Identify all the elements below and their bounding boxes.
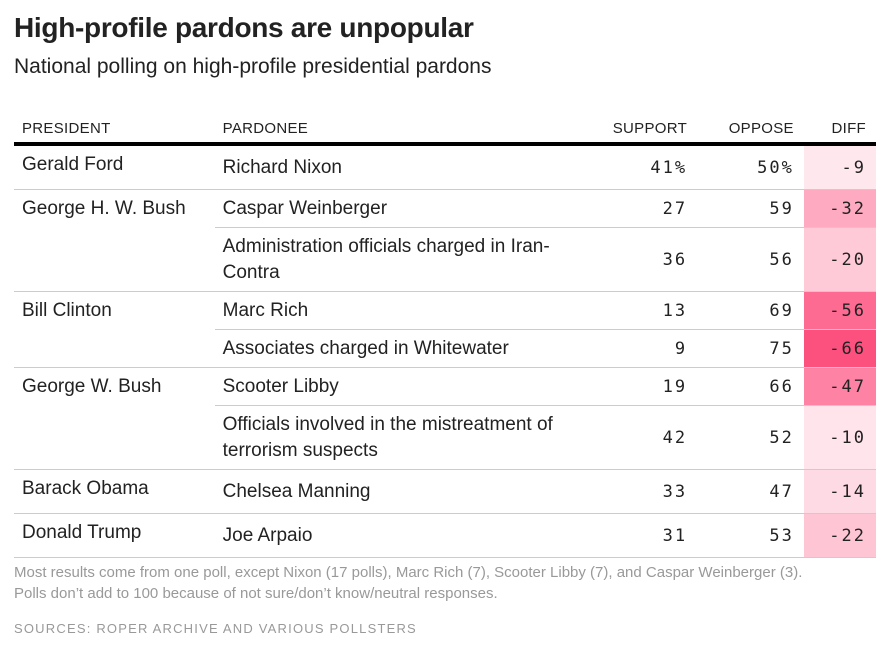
pardonee-cell: Officials involved in the mistreatment o… xyxy=(214,405,590,470)
pardonee-cell: Scooter Libby xyxy=(214,367,590,406)
pardonee-cell: Caspar Weinberger xyxy=(214,189,590,228)
oppose-cell: 59 xyxy=(697,189,804,228)
oppose-cell: 50% xyxy=(697,144,804,190)
support-cell: 31 xyxy=(589,513,698,558)
president-cell: Gerald Ford xyxy=(14,144,215,190)
table-row: Barack Obama Chelsea Manning 33 47 -14 xyxy=(14,469,876,514)
diff-cell: -20 xyxy=(803,227,876,292)
pardonee-cell: Administration officials charged in Iran… xyxy=(214,227,590,292)
col-diff: DIFF xyxy=(803,116,876,146)
support-cell: 36 xyxy=(589,227,698,292)
support-cell: 41% xyxy=(589,144,698,190)
pardonee-cell: Chelsea Manning xyxy=(214,469,590,514)
col-pardonee: PARDONEE xyxy=(214,116,590,146)
diff-cell: -10 xyxy=(803,405,876,470)
support-cell: 13 xyxy=(589,291,698,330)
pardonee-cell: Joe Arpaio xyxy=(214,513,590,558)
diff-cell: -22 xyxy=(803,513,876,558)
pardonee-cell: Associates charged in Whitewater xyxy=(214,329,590,368)
diff-cell: -56 xyxy=(803,291,876,330)
president-cell: Barack Obama xyxy=(14,469,215,514)
table-row: George H. W. Bush Caspar Weinberger 27 59 -3… xyxy=(14,189,876,292)
table-row: Administration officials charged in Iran… xyxy=(14,227,876,292)
support-cell: 27 xyxy=(589,189,698,228)
support-cell: 9 xyxy=(589,329,698,368)
oppose-cell: 75 xyxy=(697,329,804,368)
col-oppose: OPPOSE xyxy=(697,116,804,146)
president-cell: Bill Clinton xyxy=(14,291,215,368)
table-row: Officials involved in the mistreatment o… xyxy=(14,405,876,470)
president-cell: George H. W. Bush xyxy=(14,189,215,292)
president-cell: Donald Trump xyxy=(14,513,215,558)
pardons-table: PRESIDENT PARDONEE SUPPORT OPPOSE DIFF G… xyxy=(14,116,876,558)
oppose-cell: 56 xyxy=(697,227,804,292)
oppose-cell: 66 xyxy=(697,367,804,406)
chart-title: High-profile pardons are unpopular xyxy=(14,12,474,43)
oppose-cell: 53 xyxy=(697,513,804,558)
support-cell: 42 xyxy=(589,405,698,470)
table-row: Gerald Ford Richard Nixon 41% 50% -9 xyxy=(14,144,876,190)
diff-cell: -66 xyxy=(803,329,876,368)
oppose-cell: 52 xyxy=(697,405,804,470)
chart-subtitle: National polling on high-profile preside… xyxy=(14,55,492,78)
diff-cell: -47 xyxy=(803,367,876,406)
table-row: Donald Trump Joe Arpaio 31 53 -22 xyxy=(14,513,876,558)
support-cell: 33 xyxy=(589,469,698,514)
diff-cell: -32 xyxy=(803,189,876,228)
col-president: PRESIDENT xyxy=(14,116,215,146)
oppose-cell: 47 xyxy=(697,469,804,514)
sources: SOURCES: ROPER ARCHIVE AND VARIOUS POLLS… xyxy=(14,621,417,636)
oppose-cell: 69 xyxy=(697,291,804,330)
pardonee-cell: Richard Nixon xyxy=(214,144,590,190)
footnote: Most results come from one poll, except … xyxy=(14,564,803,602)
table-row: Associates charged in Whitewater 9 75 -66 xyxy=(14,329,876,368)
pardonee-cell: Marc Rich xyxy=(214,291,590,330)
diff-cell: -14 xyxy=(803,469,876,514)
table-row: Bill Clinton Marc Rich 13 69 -56 xyxy=(14,291,876,368)
table-row: George W. Bush Scooter Libby 19 66 -47 xyxy=(14,367,876,470)
table-header: PRESIDENT PARDONEE SUPPORT OPPOSE DIFF xyxy=(14,116,876,146)
col-support: SUPPORT xyxy=(589,116,698,146)
president-cell: George W. Bush xyxy=(14,367,215,470)
diff-cell: -9 xyxy=(803,144,876,190)
support-cell: 19 xyxy=(589,367,698,406)
